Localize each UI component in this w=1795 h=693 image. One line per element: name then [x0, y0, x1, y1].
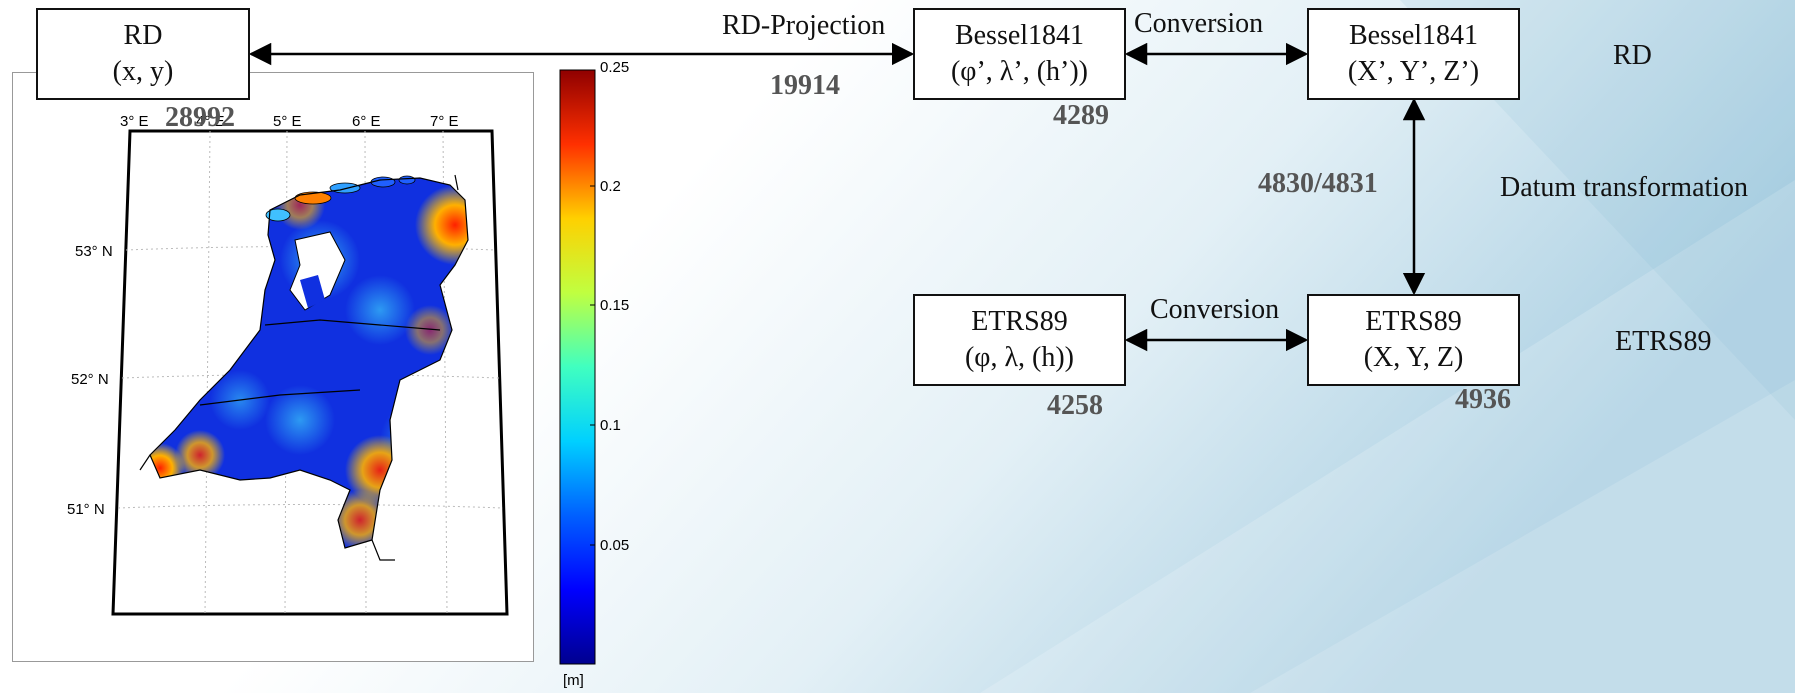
etrs89-geocentric-coords: (X, Y, Z)	[1363, 342, 1464, 373]
lon-tick-7e: 7° E	[430, 113, 459, 130]
lon-tick-3e: 3° E	[120, 113, 149, 130]
etrs89-geocentric-box: ETRS89 (X, Y, Z)	[1307, 294, 1520, 386]
code-bessel-geographic: 4289	[1053, 100, 1109, 131]
conversion-bottom-label: Conversion	[1150, 294, 1280, 325]
row-label-etrs89: ETRS89	[1615, 326, 1712, 357]
etrs89-geocentric-title: ETRS89	[1365, 306, 1462, 337]
code-etrs89-geographic: 4258	[1047, 390, 1103, 421]
etrs89-geographic-coords: (φ, λ, (h))	[964, 342, 1075, 373]
lat-tick-51n: 51° N	[67, 501, 105, 518]
code-etrs89-geocentric: 4936	[1455, 384, 1511, 415]
bessel-geographic-title: Bessel1841	[954, 20, 1085, 51]
lat-tick-52n: 52° N	[71, 371, 109, 388]
row-label-rd: RD	[1613, 40, 1652, 71]
colorbar-tick-0.05: 0.05	[600, 537, 629, 554]
lon-tick-6e: 6° E	[352, 113, 381, 130]
colorbar-unit-label: [m]	[563, 672, 584, 689]
code-rd-xy: 28992	[165, 102, 235, 133]
code-datum-transformation: 4830/4831	[1258, 168, 1378, 199]
colorbar-tick-0.2: 0.2	[600, 178, 621, 195]
colorbar-tick-0.1: 0.1	[600, 417, 621, 434]
rd-xy-box: RD (x, y)	[36, 8, 250, 100]
colorbar	[559, 69, 596, 665]
bessel-geographic-coords: (φ’, λ’, (h’))	[950, 56, 1088, 87]
conversion-top-label: Conversion	[1134, 8, 1264, 39]
bessel-geocentric-box: Bessel1841 (X’, Y’, Z’)	[1307, 8, 1520, 100]
bessel-geographic-box: Bessel1841 (φ’, λ’, (h’))	[913, 8, 1126, 100]
rd-projection-label: RD-Projection	[722, 10, 886, 41]
etrs89-geographic-title: ETRS89	[971, 306, 1068, 337]
rd-xy-title: RD	[123, 20, 163, 51]
bessel-geocentric-coords: (X’, Y’, Z’)	[1347, 56, 1480, 87]
lon-tick-5e: 5° E	[273, 113, 302, 130]
etrs89-geographic-box: ETRS89 (φ, λ, (h))	[913, 294, 1126, 386]
lon-tick-4e: 4° E	[196, 113, 225, 130]
accuracy-map: 3° E 4° E 5° E 6° E 7° E 53° N 52° N 51°…	[67, 59, 629, 665]
colorbar-tick-0.15: 0.15	[600, 297, 629, 314]
rd-xy-coords: (x, y)	[112, 56, 174, 87]
datum-transformation-label: Datum transformation	[1500, 172, 1749, 203]
code-rd-projection: 19914	[770, 70, 840, 101]
lat-tick-53n: 53° N	[75, 243, 113, 260]
bessel-geocentric-title: Bessel1841	[1348, 20, 1479, 51]
